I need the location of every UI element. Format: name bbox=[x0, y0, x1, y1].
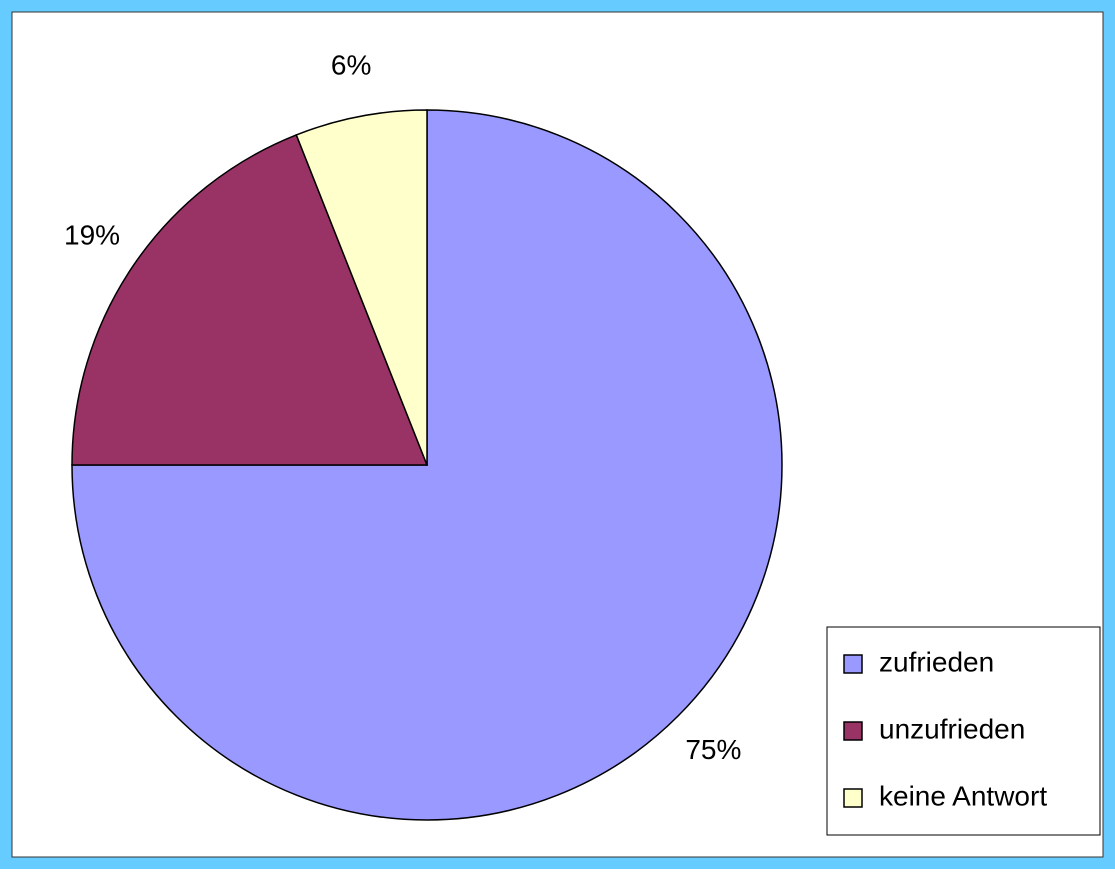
data-label: 75% bbox=[685, 734, 741, 765]
data-label: 19% bbox=[64, 220, 120, 251]
pie-slice bbox=[71, 109, 783, 821]
pie-slice bbox=[295, 109, 428, 466]
legend-label: zufrieden bbox=[879, 646, 994, 677]
legend-label: keine Antwort bbox=[879, 780, 1047, 811]
legend-swatch bbox=[843, 788, 863, 808]
pie-slice bbox=[71, 133, 429, 466]
legend-swatch bbox=[843, 721, 863, 741]
legend-swatch bbox=[843, 654, 863, 674]
legend-box bbox=[826, 626, 1101, 836]
data-label: 6% bbox=[331, 50, 371, 81]
legend-label: unzufrieden bbox=[879, 713, 1025, 744]
